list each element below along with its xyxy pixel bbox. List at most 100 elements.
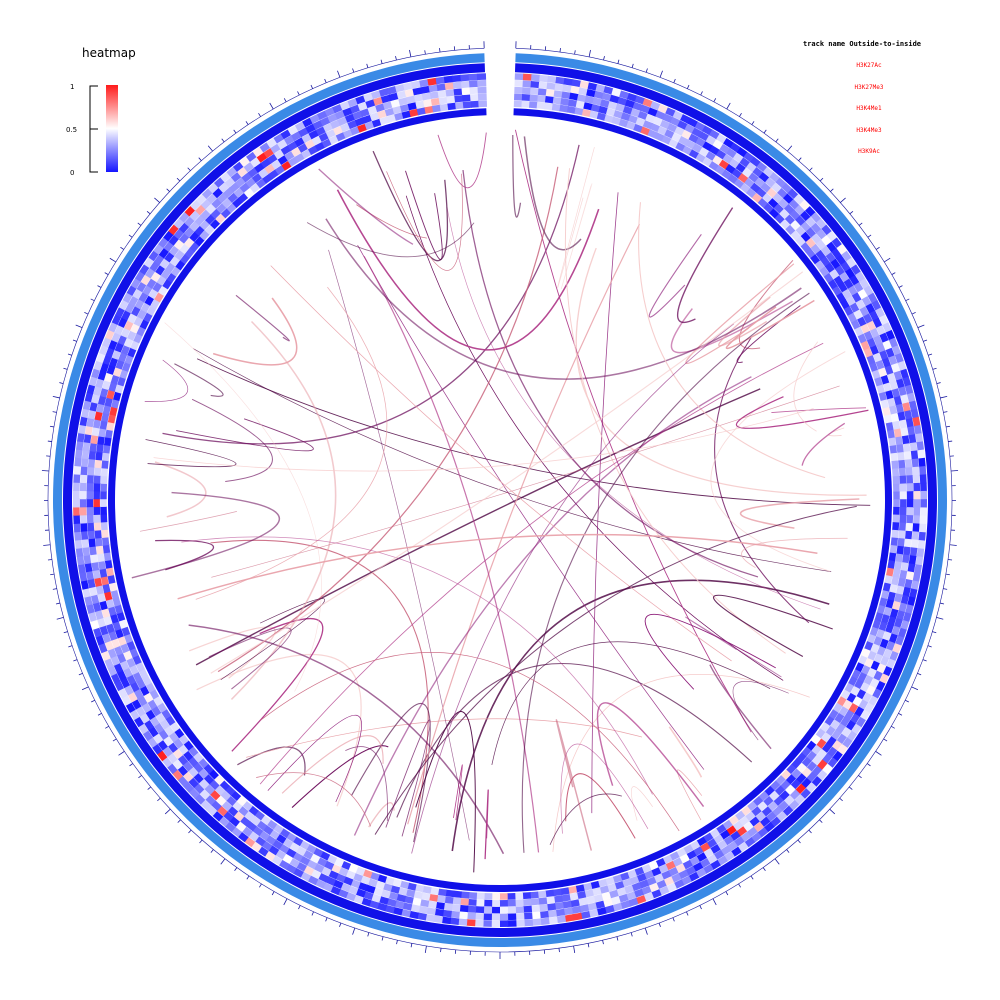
heatmap-cell bbox=[882, 357, 892, 369]
heatmap-cell bbox=[909, 442, 918, 452]
heatmap-cell bbox=[857, 655, 868, 666]
axis-tick bbox=[839, 797, 843, 802]
axis-tick bbox=[559, 47, 561, 53]
heatmap-cell bbox=[667, 866, 679, 877]
heatmap-cell bbox=[570, 85, 581, 94]
heatmap-cell bbox=[324, 107, 336, 117]
heatmap-cell bbox=[623, 884, 634, 894]
heatmap-cell bbox=[529, 94, 539, 102]
heatmap-cell bbox=[416, 912, 427, 921]
heatmap-cell bbox=[547, 909, 557, 918]
heatmap-cell bbox=[554, 83, 565, 92]
axis-tick bbox=[233, 129, 237, 134]
heatmap-cell bbox=[364, 121, 375, 130]
heatmap-cell bbox=[113, 391, 122, 402]
axis-tick bbox=[738, 883, 741, 888]
heatmap-cell bbox=[386, 114, 397, 123]
chord-link bbox=[668, 726, 703, 778]
innermost-track-band bbox=[108, 108, 893, 892]
chord-link bbox=[631, 786, 653, 821]
heatmap-cell bbox=[118, 351, 128, 363]
heatmap-cell bbox=[893, 395, 903, 407]
heatmap-cell bbox=[406, 95, 417, 104]
heatmap-cell bbox=[615, 103, 626, 113]
heatmap-cell bbox=[899, 514, 907, 524]
heatmap-cell bbox=[546, 82, 557, 91]
axis-tick bbox=[47, 559, 52, 561]
axis-tick bbox=[63, 367, 68, 370]
track-bands bbox=[52, 53, 947, 947]
heatmap-cell bbox=[334, 110, 346, 120]
heatmap-cell bbox=[633, 123, 644, 133]
chord-link bbox=[220, 598, 325, 681]
heatmap-cell bbox=[117, 635, 127, 646]
heatmap-cell bbox=[88, 537, 96, 548]
heatmap-cell bbox=[611, 88, 622, 97]
heatmap-cell bbox=[506, 899, 516, 907]
heatmap-cell bbox=[108, 581, 118, 592]
axis-tick bbox=[75, 324, 83, 328]
heatmap-cell bbox=[891, 576, 900, 587]
heatmap-cell bbox=[563, 907, 574, 916]
heatmap-cell bbox=[114, 680, 124, 692]
axis-tick bbox=[97, 713, 102, 716]
heatmap-cell bbox=[892, 475, 900, 485]
heatmap-cell bbox=[572, 912, 583, 921]
heatmap-cell bbox=[319, 851, 331, 861]
heatmap-cell bbox=[483, 892, 493, 900]
heatmap-cell bbox=[539, 74, 549, 83]
heatmap-cell bbox=[93, 360, 103, 371]
heatmap-cell bbox=[352, 110, 363, 120]
heatmap-cell bbox=[75, 448, 83, 459]
heatmap-cell bbox=[435, 76, 446, 85]
heatmap-cell bbox=[124, 354, 134, 365]
heatmap-cell bbox=[118, 618, 128, 629]
chord-link bbox=[210, 539, 429, 833]
heatmap-cell bbox=[612, 874, 623, 884]
heatmap-cell bbox=[451, 904, 461, 912]
heatmap-cell bbox=[887, 429, 895, 440]
heatmap-cell bbox=[560, 98, 570, 106]
chord-link bbox=[523, 136, 582, 251]
heatmap-cell bbox=[482, 920, 492, 927]
heatmap-cell bbox=[445, 89, 456, 97]
heatmap-cell bbox=[872, 352, 883, 364]
chord-link bbox=[139, 511, 237, 532]
heatmap-cell bbox=[899, 419, 908, 430]
track-name-h3k27me3: H3K27Me3 bbox=[855, 84, 884, 91]
chord-links bbox=[131, 129, 871, 873]
heatmap-cell bbox=[896, 378, 905, 389]
heatmap-cell bbox=[97, 369, 107, 381]
heatmap-cell bbox=[882, 406, 891, 417]
heatmap-cell bbox=[95, 634, 105, 646]
axis-tick bbox=[644, 927, 648, 935]
legend-title: heatmap bbox=[82, 46, 136, 60]
heatmap-cell bbox=[86, 383, 96, 395]
heatmap-cell bbox=[101, 528, 109, 538]
chord-link bbox=[144, 359, 189, 402]
outer-track-band bbox=[52, 53, 947, 947]
heatmap-cell bbox=[864, 641, 874, 652]
heatmap-cell bbox=[643, 870, 654, 880]
axis-tick bbox=[73, 659, 78, 662]
heatmap-cell bbox=[83, 433, 92, 444]
heatmap-cell bbox=[647, 129, 658, 139]
chord-link bbox=[211, 385, 840, 578]
heatmap-cell bbox=[414, 884, 425, 893]
heatmap-cell bbox=[76, 555, 85, 566]
heatmap-cell bbox=[91, 561, 100, 572]
heatmap-cell bbox=[337, 888, 349, 899]
heatmap-cell bbox=[657, 864, 669, 874]
chord-link bbox=[732, 680, 789, 741]
heatmap-cell bbox=[562, 84, 573, 93]
axis-tick bbox=[259, 883, 262, 888]
heatmap-cell bbox=[73, 465, 81, 475]
heatmap-cell bbox=[545, 89, 556, 97]
axis-tick bbox=[63, 631, 68, 634]
heatmap-cell bbox=[123, 650, 133, 661]
heatmap-cell bbox=[900, 562, 909, 572]
heatmap-cell bbox=[876, 384, 886, 395]
heatmap-cell bbox=[94, 466, 102, 476]
axis-tick bbox=[917, 324, 925, 328]
heatmap-cell bbox=[80, 465, 88, 476]
